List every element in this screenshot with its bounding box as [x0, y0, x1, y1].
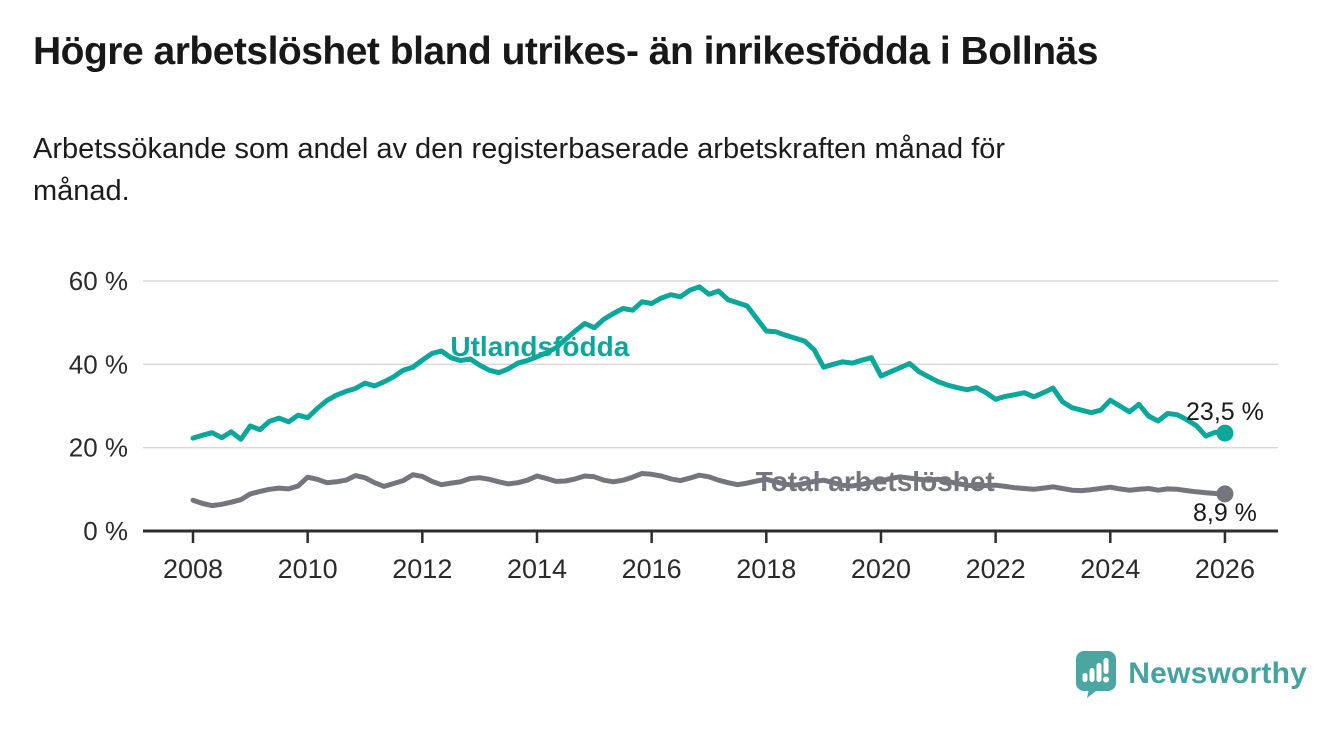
x-tick-label: 2012 [392, 554, 452, 584]
y-tick-label: 20 % [69, 433, 128, 463]
x-tick-label: 2018 [736, 554, 796, 584]
y-tick-label: 40 % [69, 349, 128, 379]
total-arbetsloshet-end-value-label: 8,9 % [1193, 499, 1257, 527]
newsworthy-brand-text: Newsworthy [1128, 656, 1307, 690]
y-tick-label: 60 % [69, 266, 128, 296]
newsworthy-logo-icon [1076, 651, 1117, 698]
bar-chart-glyph [1082, 658, 1110, 683]
x-tick-label: 2008 [163, 554, 223, 584]
speech-bubble-shape [1076, 651, 1117, 698]
utlandsfodda-end-value-label: 23,5 % [1186, 398, 1264, 426]
newsworthy-logo: Newsworthy [1072, 649, 1307, 698]
total-arbetsloshet-line [190, 471, 1228, 509]
chart-subtitle: Arbetssökande som andel av den registerb… [33, 133, 1006, 208]
x-tick-label: 2022 [966, 554, 1026, 584]
total-arbetsloshet-label: Total arbetslöshet [756, 466, 995, 497]
page-title: Högre arbetslöshet bland utrikes- än inr… [33, 30, 1098, 73]
x-tick-label: 2024 [1080, 554, 1140, 584]
utlandsfodda-end-dot [1216, 424, 1234, 442]
utlandsfodda-line [190, 284, 1228, 442]
total-arbetsloshet-end-dot [1216, 485, 1234, 503]
y-tick-label: 0 % [83, 516, 128, 546]
x-tick-label: 2014 [507, 554, 567, 584]
utlandsfodda-label: Utlandsfödda [450, 331, 629, 362]
x-tick-label: 2020 [851, 554, 911, 584]
x-tick-label: 2026 [1195, 554, 1255, 584]
x-tick-label: 2016 [622, 554, 682, 584]
x-tick-label: 2010 [278, 554, 338, 584]
